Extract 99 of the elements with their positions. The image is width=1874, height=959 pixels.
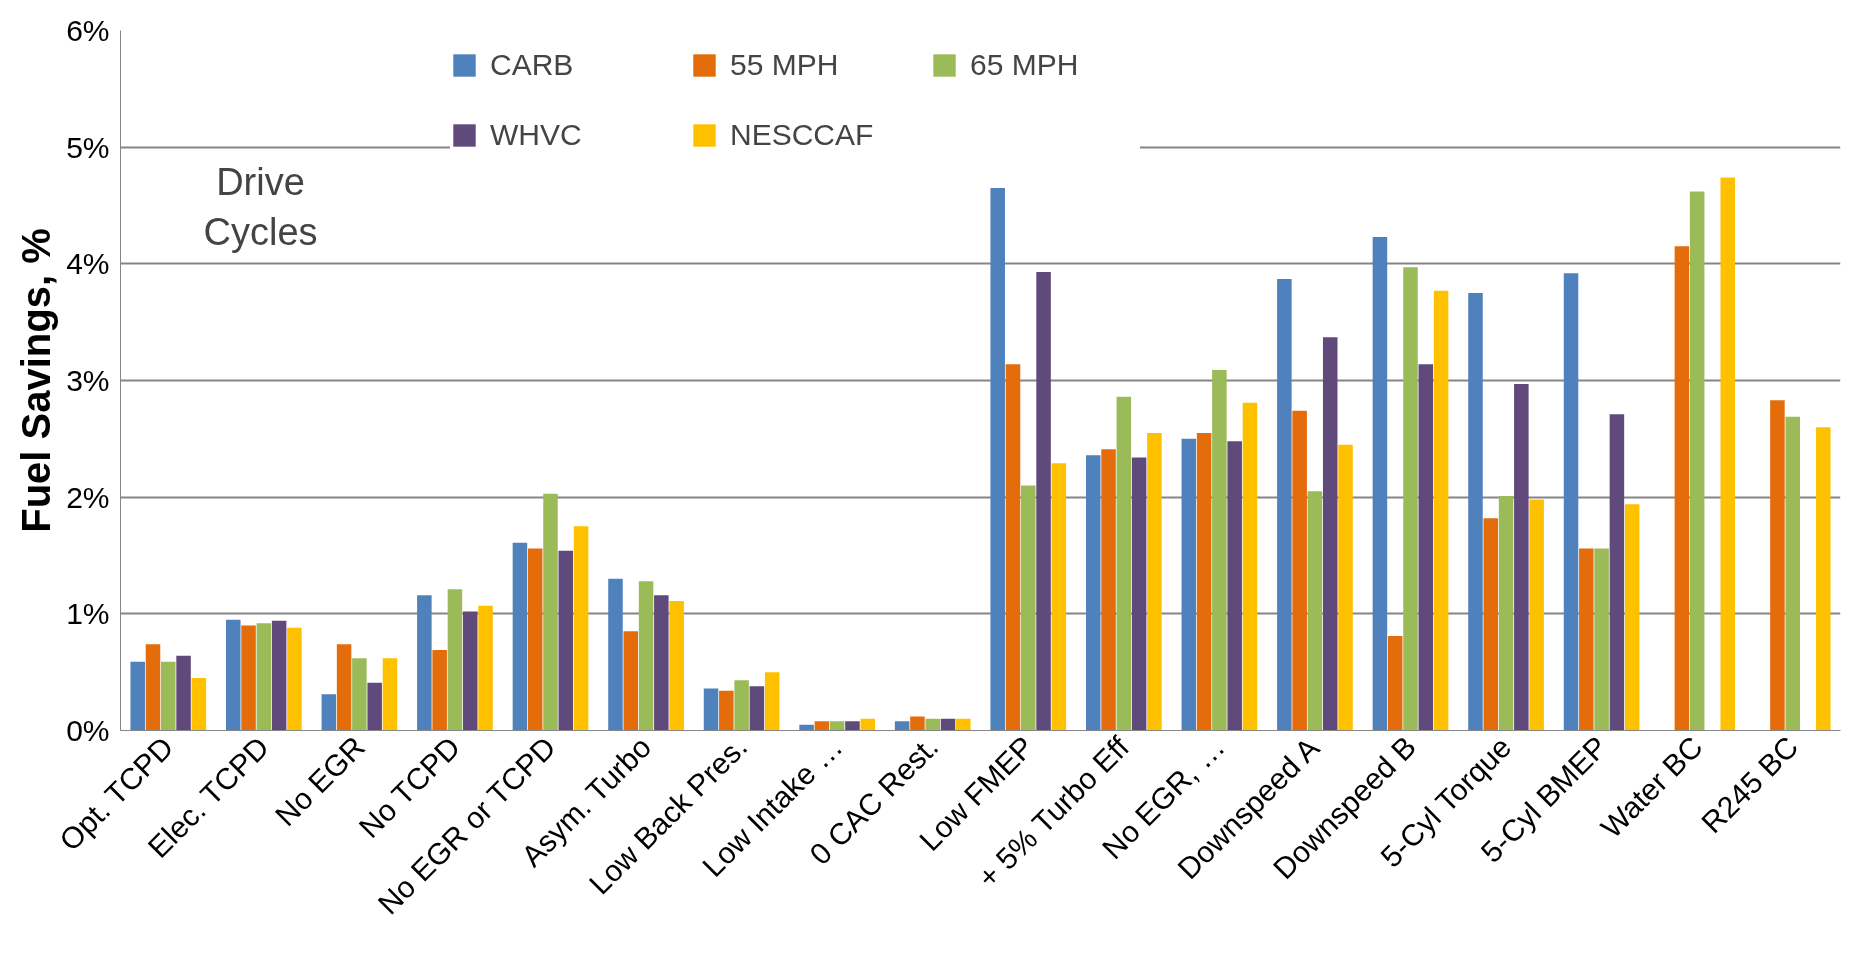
bar [478, 605, 493, 731]
bar [910, 716, 925, 731]
bar [1101, 449, 1116, 731]
bar [1051, 463, 1067, 731]
bar [543, 493, 558, 731]
bar [638, 581, 654, 731]
y-tick-label: 1% [66, 597, 110, 631]
bar [940, 718, 956, 731]
bar [1594, 548, 1609, 731]
bar [367, 682, 382, 731]
bar [1468, 293, 1483, 731]
bar [225, 619, 241, 731]
bar [1624, 504, 1640, 731]
bar [1403, 267, 1418, 731]
bar [734, 680, 749, 731]
bar [336, 644, 352, 731]
bar [527, 548, 543, 731]
bar [894, 721, 910, 731]
legend-title: Drive Cycles [203, 160, 318, 253]
bar [1277, 279, 1292, 731]
bar [1418, 364, 1434, 731]
bar [1338, 444, 1353, 731]
bar [669, 601, 684, 731]
y-tick-label: 6% [66, 14, 110, 47]
bar [130, 661, 145, 731]
bar [573, 526, 589, 731]
y-tick-label: 5% [66, 130, 110, 164]
bar [956, 718, 971, 731]
bar [1609, 414, 1625, 731]
bar [512, 542, 528, 731]
bar [462, 611, 478, 731]
bar [241, 625, 256, 731]
bar [829, 721, 845, 731]
bar [1036, 272, 1051, 731]
y-tick-label: 2% [66, 480, 110, 514]
bar [654, 595, 669, 731]
bar [1498, 496, 1514, 731]
bar [925, 718, 940, 731]
bar [558, 550, 574, 731]
bar [1085, 455, 1101, 731]
bar [1181, 438, 1197, 731]
legend-label: CARB [490, 47, 575, 83]
bar [1816, 427, 1831, 731]
bar [417, 595, 432, 731]
bar [764, 672, 780, 731]
bar [1514, 384, 1529, 731]
bar [382, 658, 398, 731]
y-tick-label: 3% [66, 364, 110, 397]
bar [814, 721, 830, 731]
bar [1433, 290, 1449, 731]
bar [749, 686, 765, 731]
bar [1563, 273, 1579, 731]
bar [845, 721, 860, 731]
bar [1242, 402, 1258, 731]
bar [321, 694, 337, 731]
bar [1689, 191, 1705, 731]
bar [1196, 433, 1212, 731]
bar [1021, 485, 1036, 731]
legend-label: NESCCAF [730, 117, 875, 153]
bar [1770, 400, 1785, 731]
bar [287, 627, 302, 731]
bar [191, 678, 207, 731]
bar [860, 718, 876, 731]
bar [1212, 370, 1227, 731]
bar [271, 620, 287, 731]
legend-label: WHVC [490, 117, 583, 153]
bar [161, 661, 176, 731]
bar [1322, 337, 1338, 731]
bar [1529, 499, 1544, 731]
bar [1483, 518, 1499, 731]
bar [1116, 396, 1132, 731]
bar [145, 644, 161, 731]
bar [176, 655, 191, 731]
bar [352, 658, 367, 731]
bar [447, 589, 463, 731]
y-tick-label: 0% [66, 714, 110, 747]
bar [1307, 491, 1323, 731]
bar [432, 650, 447, 731]
bar [990, 188, 1005, 731]
bar [1720, 177, 1736, 731]
bar [719, 690, 734, 731]
bar [1131, 457, 1147, 731]
bar [1147, 433, 1162, 731]
bar [1005, 364, 1021, 731]
bar [1227, 441, 1242, 731]
bar [623, 631, 639, 731]
y-tick-label: 4% [66, 247, 110, 281]
bar [608, 578, 623, 731]
y-axis-title: Fuel Savings, % [14, 228, 59, 533]
bar [703, 688, 719, 731]
legend-label: 55 MPH [730, 47, 840, 83]
bar [1372, 237, 1388, 731]
bar [1579, 548, 1594, 731]
bar [1292, 410, 1307, 731]
bar [256, 623, 272, 731]
bar [1387, 636, 1403, 731]
bar [1785, 416, 1800, 731]
legend-label: 65 MPH [970, 47, 1080, 83]
bar [1674, 246, 1690, 731]
